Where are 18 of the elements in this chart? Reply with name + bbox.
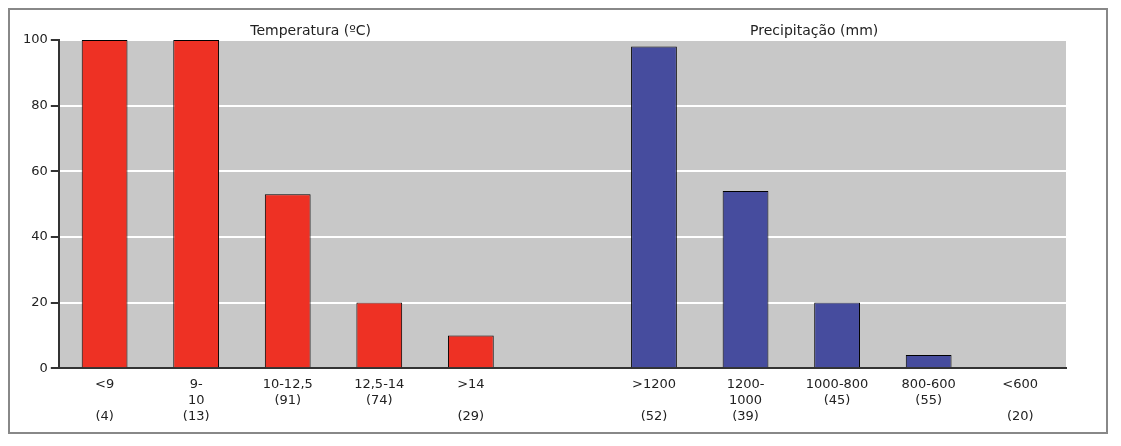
x-tick-label: 800-600 (55) (901, 376, 956, 407)
text: Temperatura (ºC) (249, 21, 371, 38)
y-tick-label: 20 (31, 293, 48, 309)
y-tick-label: 100 (22, 31, 48, 47)
category-label: <9 (4) (95, 376, 115, 423)
y-tick-label: 60 (31, 162, 48, 178)
x-tick-label: 10-12,5 (91) (262, 376, 313, 407)
x-tick-label: 1000-800 (45) (805, 376, 869, 407)
x-tick-label: 1200- 1000 (39) (726, 376, 765, 423)
category-label: >14 (29) (457, 376, 485, 423)
y-tick-label: 80 (31, 97, 48, 113)
category-label: >1200 (52) (631, 376, 676, 423)
x-tick-label: 9- 10 (13) (182, 376, 210, 423)
x-tick-label: 12,5-14 (74) (354, 376, 405, 407)
y-tick-label: 40 (31, 228, 48, 244)
category-label: <600 (20) (1002, 376, 1039, 423)
y-tick-label: 0 (39, 359, 48, 375)
text: Precipitação (mm) (750, 21, 879, 38)
